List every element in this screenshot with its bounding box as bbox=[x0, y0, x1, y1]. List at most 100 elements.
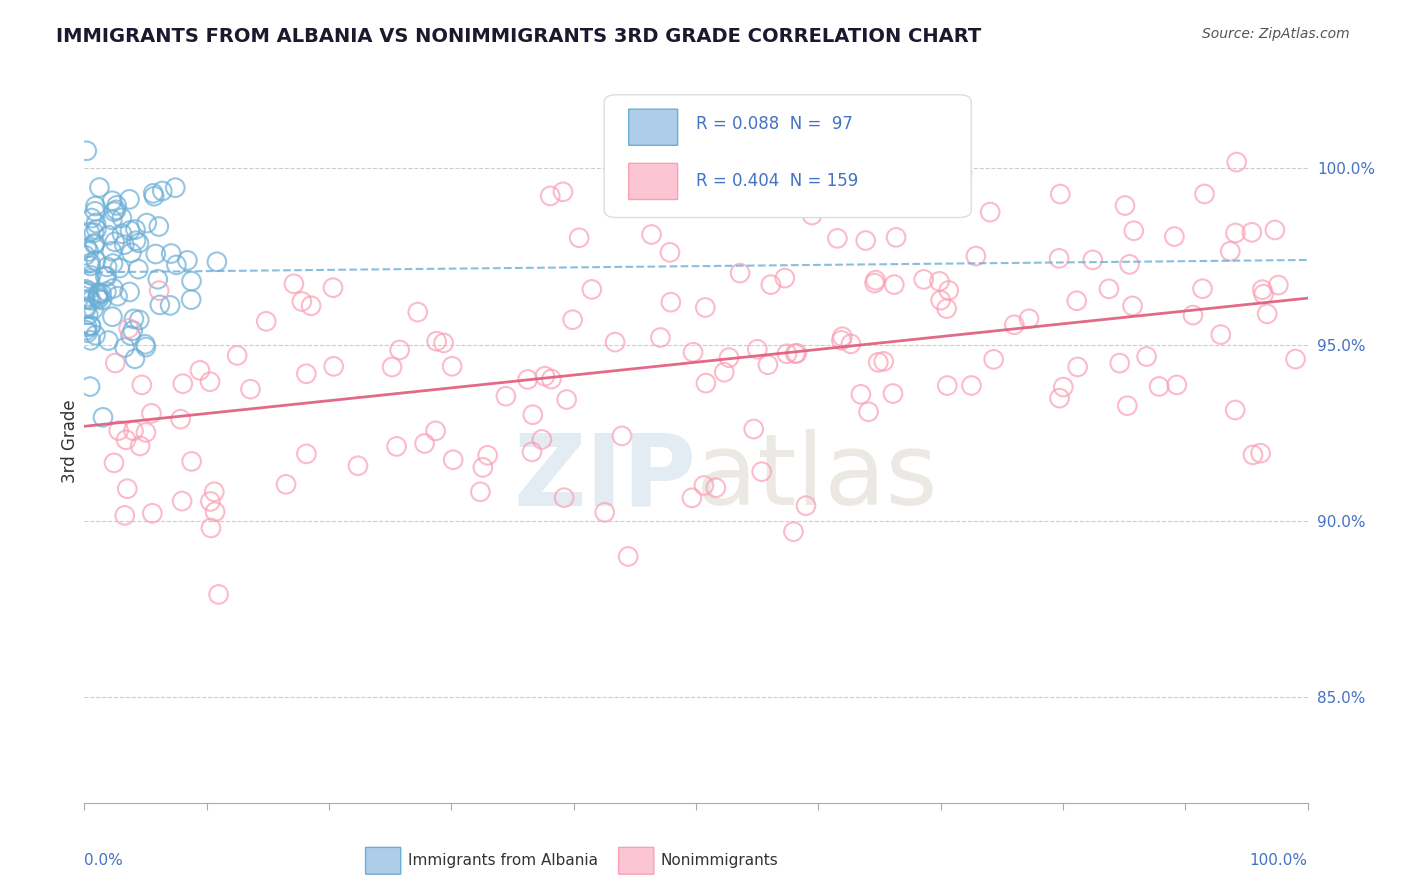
Point bbox=[385, 439, 408, 453]
Point bbox=[127, 262, 149, 277]
Point bbox=[108, 261, 131, 276]
Point bbox=[839, 336, 862, 351]
Y-axis label: 3rd Grade: 3rd Grade bbox=[62, 400, 80, 483]
Point bbox=[75, 282, 97, 296]
Point bbox=[75, 323, 97, 337]
Point bbox=[96, 269, 118, 284]
Point bbox=[101, 213, 124, 227]
Point bbox=[87, 288, 110, 302]
Point bbox=[603, 335, 626, 350]
Point bbox=[747, 343, 769, 357]
Point bbox=[118, 223, 141, 237]
Point bbox=[254, 314, 277, 328]
Point bbox=[865, 273, 887, 287]
Point bbox=[83, 237, 105, 252]
Point bbox=[80, 319, 103, 334]
Point bbox=[77, 293, 100, 307]
Point bbox=[76, 241, 98, 255]
Point bbox=[105, 198, 128, 212]
Point bbox=[76, 319, 98, 334]
Point bbox=[80, 293, 103, 308]
Point bbox=[97, 228, 120, 243]
Point bbox=[101, 256, 124, 270]
Point bbox=[124, 222, 146, 236]
Point bbox=[965, 249, 987, 263]
Point bbox=[1047, 252, 1070, 266]
Point bbox=[83, 226, 105, 240]
Point bbox=[117, 482, 139, 496]
Point bbox=[432, 335, 454, 350]
Point bbox=[388, 343, 411, 357]
Point bbox=[103, 204, 125, 219]
Point bbox=[979, 205, 1001, 219]
Point bbox=[441, 359, 464, 374]
Point bbox=[540, 372, 562, 386]
Point bbox=[141, 406, 163, 420]
Point bbox=[406, 305, 429, 319]
Point bbox=[84, 199, 107, 213]
Point bbox=[103, 281, 125, 295]
Point bbox=[912, 272, 935, 286]
Point bbox=[114, 341, 136, 355]
Point bbox=[91, 410, 114, 425]
Point bbox=[84, 328, 107, 343]
Point bbox=[80, 268, 103, 283]
Point bbox=[1122, 224, 1144, 238]
Point bbox=[239, 382, 262, 396]
Point bbox=[101, 310, 124, 324]
Point bbox=[204, 505, 226, 519]
Point bbox=[202, 484, 225, 499]
Point bbox=[710, 160, 733, 174]
Point bbox=[713, 365, 735, 379]
Point bbox=[441, 452, 464, 467]
Point bbox=[79, 256, 101, 270]
Point bbox=[124, 351, 146, 366]
Text: R = 0.088  N =  97: R = 0.088 N = 97 bbox=[696, 115, 853, 133]
Point bbox=[650, 330, 672, 344]
Text: atlas: atlas bbox=[696, 429, 938, 526]
Point bbox=[165, 180, 187, 194]
Point bbox=[381, 359, 404, 374]
Point bbox=[73, 285, 96, 299]
Point bbox=[128, 235, 150, 250]
Point bbox=[659, 295, 682, 310]
Point bbox=[522, 408, 544, 422]
Point bbox=[884, 230, 907, 244]
Point bbox=[150, 184, 173, 198]
Point bbox=[84, 253, 107, 268]
Point bbox=[111, 227, 134, 241]
Point bbox=[858, 405, 880, 419]
Point bbox=[79, 259, 101, 273]
Point bbox=[863, 276, 886, 290]
Point bbox=[1264, 223, 1286, 237]
Point bbox=[495, 389, 517, 403]
Point bbox=[291, 294, 314, 309]
Point bbox=[79, 318, 101, 333]
Point bbox=[477, 448, 499, 462]
Point bbox=[516, 372, 538, 386]
Point bbox=[742, 422, 765, 436]
Point bbox=[322, 359, 344, 374]
Point bbox=[1118, 257, 1140, 271]
Point bbox=[929, 293, 952, 308]
Point bbox=[76, 326, 98, 340]
Point bbox=[89, 180, 111, 194]
Point bbox=[1002, 318, 1025, 332]
Point bbox=[114, 508, 136, 523]
Point bbox=[165, 258, 187, 272]
Point bbox=[935, 301, 957, 316]
Point bbox=[105, 202, 128, 217]
Point bbox=[470, 484, 492, 499]
Point bbox=[1253, 287, 1275, 301]
Point bbox=[1219, 244, 1241, 259]
Point bbox=[125, 234, 148, 248]
Text: Source: ZipAtlas.com: Source: ZipAtlas.com bbox=[1202, 27, 1350, 41]
Point bbox=[77, 244, 100, 259]
Point bbox=[1240, 225, 1263, 239]
Point bbox=[1018, 311, 1040, 326]
Point bbox=[831, 329, 853, 343]
Point bbox=[135, 216, 157, 230]
Point bbox=[1181, 308, 1204, 322]
Point bbox=[135, 425, 157, 440]
Point bbox=[75, 301, 97, 316]
